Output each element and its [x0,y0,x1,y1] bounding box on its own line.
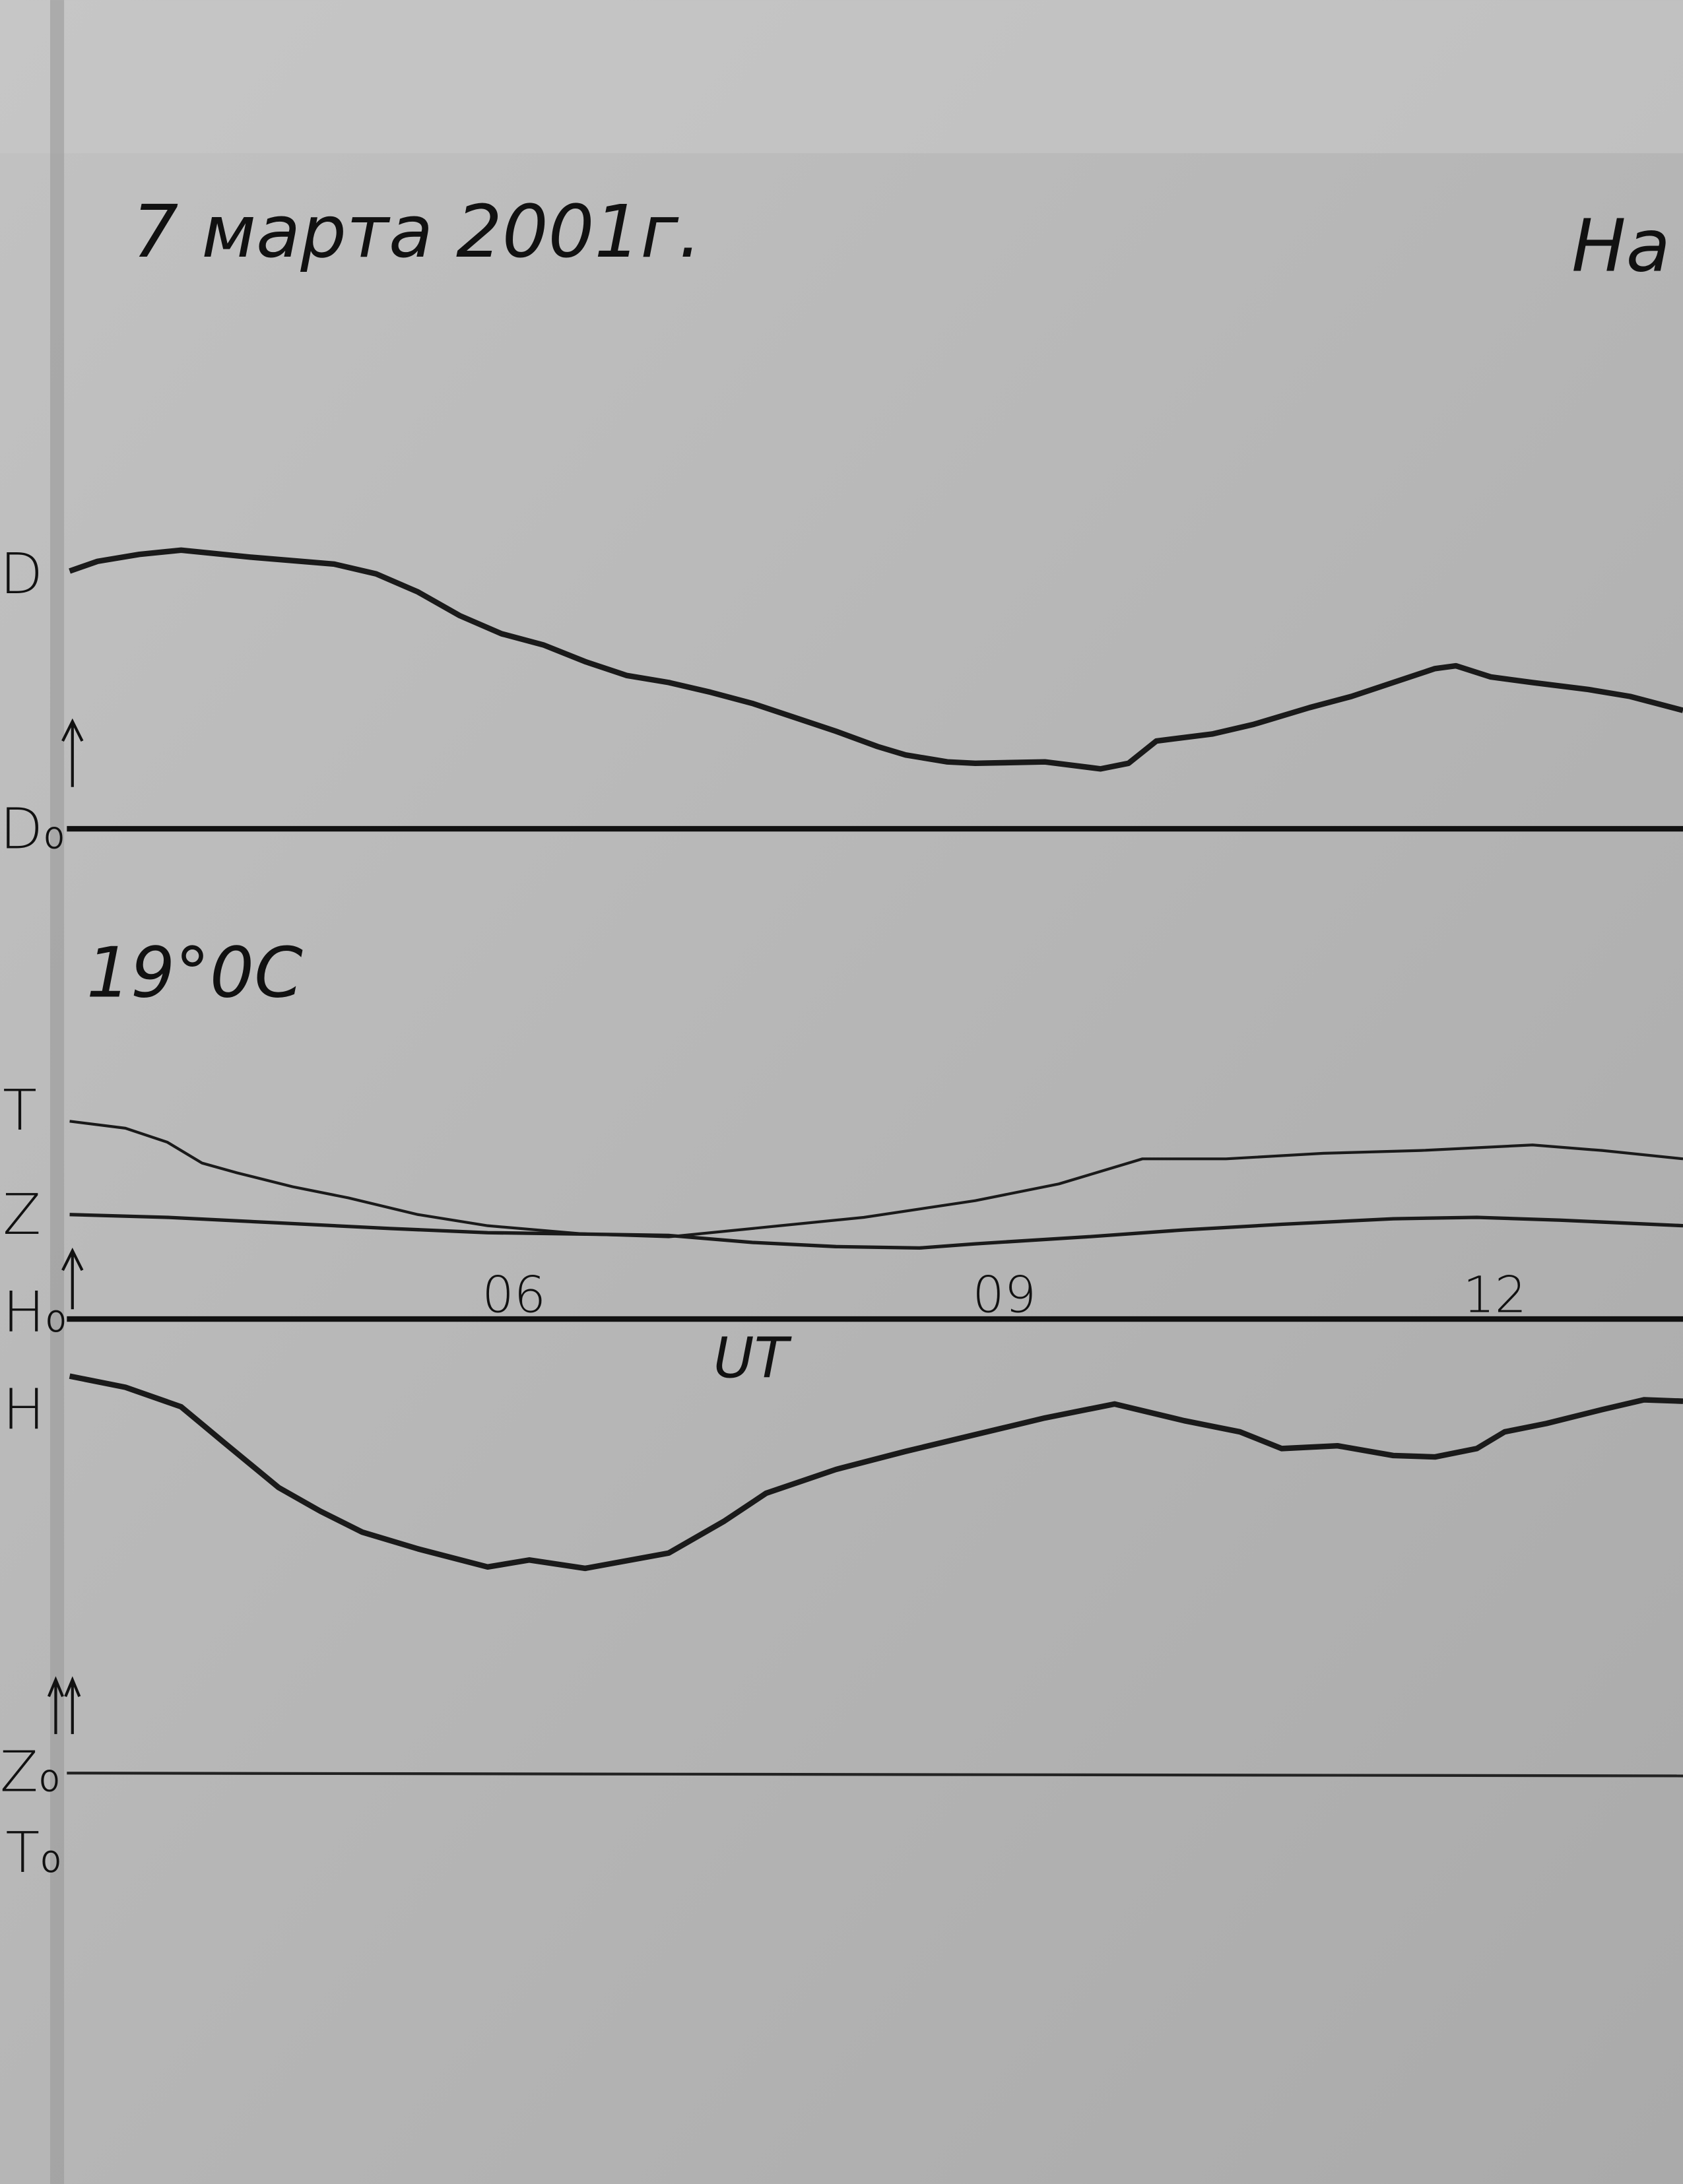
arrow [61,1247,84,1310]
time-tick: 09 [972,1265,1036,1324]
label-h0: H₀ [3,1280,67,1345]
label-t0: T₀ [5,1820,61,1885]
temperature: 19°0C [86,932,303,1013]
station: На [1571,203,1670,288]
time-tick: 12 [1463,1265,1527,1324]
time-axis-label: UT [713,1326,793,1390]
arrow [61,718,84,787]
time-tick: 06 [482,1265,546,1324]
trace-h [69,1373,1683,1572]
label-t: T [3,1078,37,1143]
arrows [47,1676,81,1735]
label-z: Z [3,1182,41,1247]
margin-strip [50,0,65,2184]
label-z0: Z₀ [0,1739,61,1804]
label-d: D [0,542,43,606]
label-d0: D₀ [0,796,65,861]
date: 7 марта 2001г. [133,189,702,274]
trace-t [69,1120,1683,1238]
trace-z [69,1213,1683,1250]
baseline-z0 [67,1772,1683,1778]
paper-top [0,0,1683,154]
label-h: H [3,1378,44,1442]
trace-d [69,547,1683,772]
